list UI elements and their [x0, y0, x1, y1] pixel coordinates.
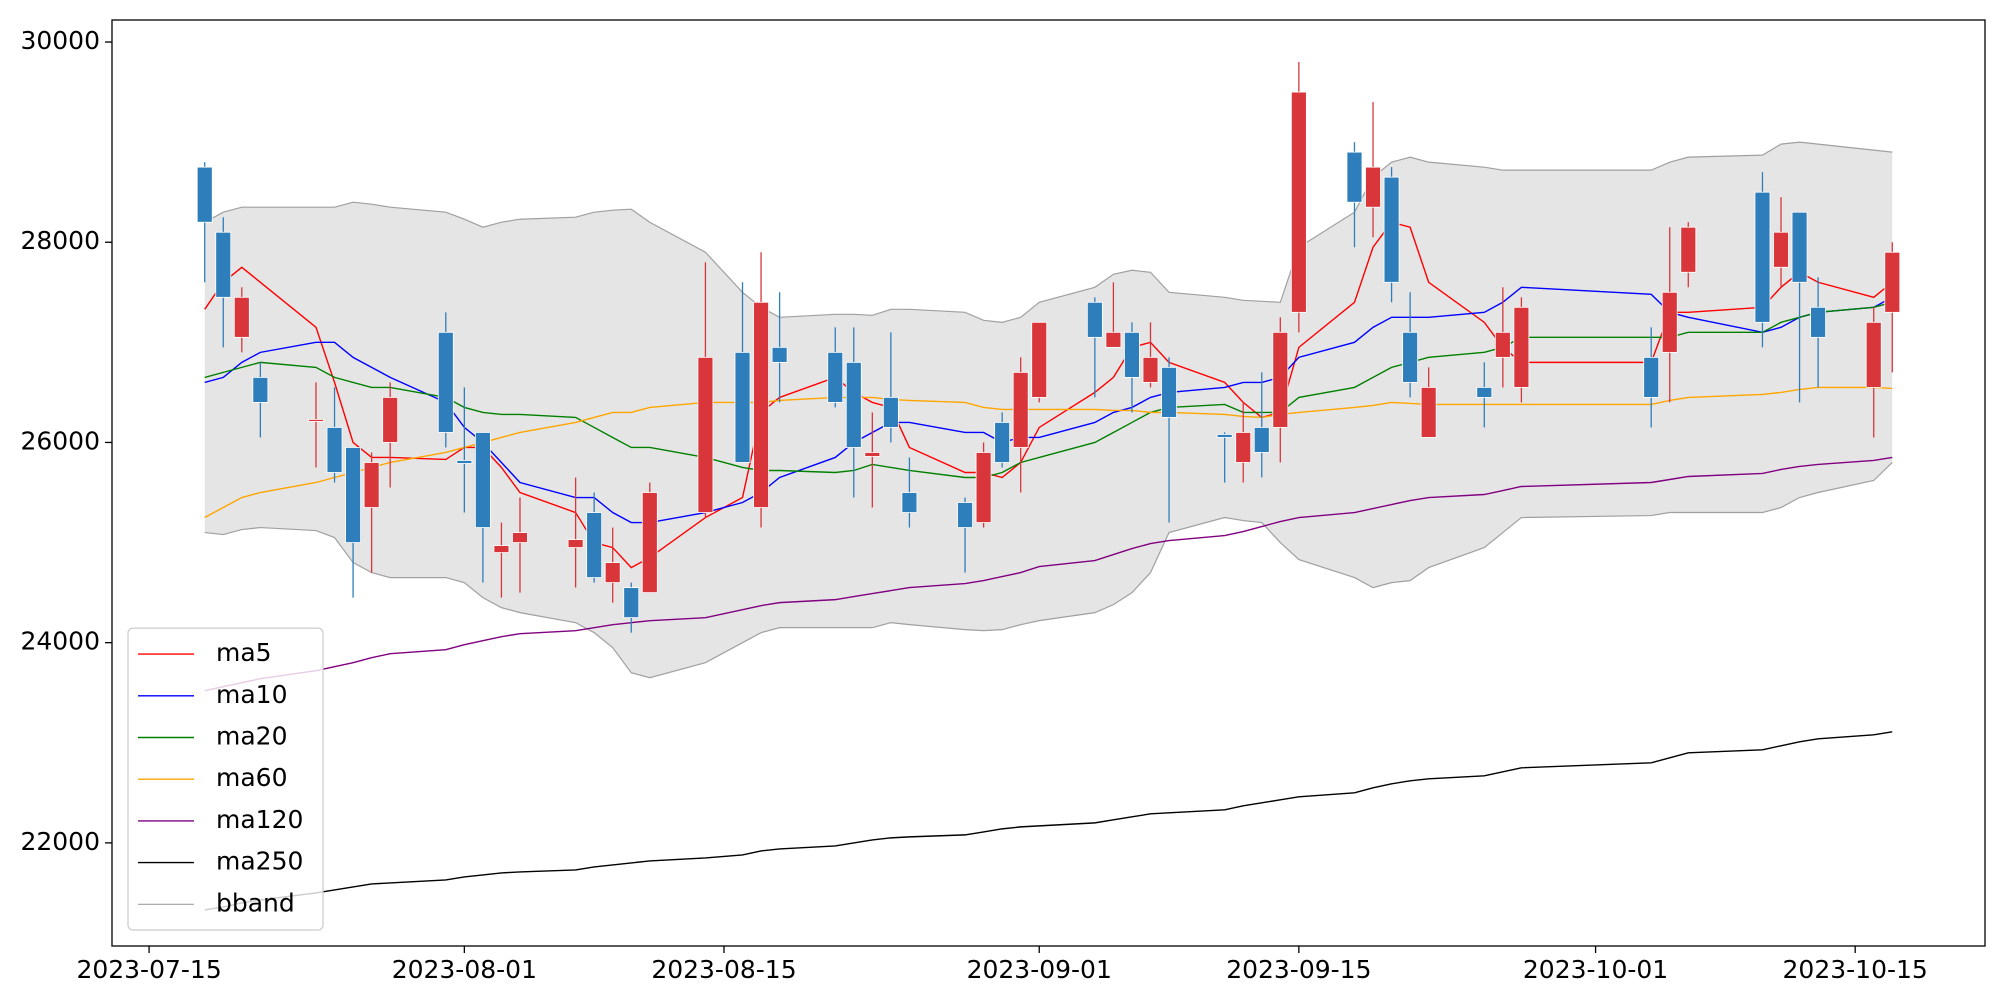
legend-label: ma10: [216, 680, 287, 709]
candle-body: [252, 376, 269, 403]
candle-body: [326, 427, 343, 473]
legend-label: ma5: [216, 638, 272, 667]
candle-body: [1086, 301, 1103, 338]
candle-body: [1680, 226, 1697, 273]
candle-body: [734, 351, 751, 463]
candle-body: [882, 397, 899, 428]
candle-body: [641, 492, 658, 594]
candle-body: [1513, 306, 1530, 388]
y-tick-label: 24000: [20, 627, 100, 656]
candle-body: [1365, 166, 1381, 208]
candle-body: [1402, 331, 1419, 383]
candle-body: [493, 545, 510, 553]
candle-body: [1643, 356, 1660, 398]
candle-body: [771, 346, 788, 363]
candle-body: [864, 452, 881, 457]
legend-label: ma20: [216, 722, 287, 751]
candle-body: [1476, 386, 1493, 398]
candle-body: [233, 296, 250, 338]
candle-body: [345, 447, 361, 543]
candle-body: [1494, 331, 1511, 358]
legend: ma5 ma10 ma20 ma60 ma120 ma250 bband: [127, 627, 324, 931]
plot-frame: [111, 19, 1986, 947]
candle-body: [623, 587, 640, 619]
candle-body: [1124, 331, 1140, 378]
candle-body: [586, 512, 603, 579]
legend-box: [127, 627, 324, 931]
legend-label: ma120: [216, 805, 303, 834]
x-tick-label: 2023-10-15: [1783, 955, 1928, 984]
candle-body: [196, 166, 213, 223]
candle-body: [1661, 291, 1678, 353]
candle-body: [753, 301, 769, 508]
x-tick-label: 2023-09-15: [1226, 955, 1371, 984]
ma-line: [204, 286, 1893, 524]
candle-body: [512, 532, 528, 543]
candle-body: [308, 419, 324, 422]
candle-body: [1810, 306, 1826, 338]
y-tick-label: 22000: [20, 827, 100, 856]
legend-label: ma250: [216, 847, 303, 876]
candle-body: [1884, 251, 1901, 313]
candle-body: [1012, 371, 1029, 448]
candle-body: [1865, 321, 1882, 388]
x-tick-label: 2023-09-01: [967, 955, 1112, 984]
candle-body: [1773, 231, 1789, 268]
x-tick-label: 2023-10-01: [1523, 955, 1668, 984]
candle-body: [1791, 211, 1808, 283]
y-tick-label: 30000: [20, 26, 100, 55]
candle-body: [975, 452, 992, 523]
axes: 22000 24000 26000 28000 30000 2023-07-15 2023-…: [20, 26, 1927, 984]
candle-body: [1420, 386, 1437, 438]
candle-body: [901, 492, 918, 513]
candle-body: [994, 422, 1011, 463]
candle-body: [1272, 331, 1289, 428]
candle-body: [1253, 427, 1270, 453]
candle-body: [1031, 321, 1048, 398]
candle-body: [1346, 151, 1363, 203]
x-tick-label: 2023-08-01: [392, 955, 537, 984]
candle-body: [215, 231, 232, 298]
candle-body: [957, 502, 973, 528]
legend-label: bband: [216, 888, 295, 917]
ma-line: [204, 386, 1893, 519]
candle-body: [827, 351, 844, 403]
y-tick-label: 26000: [20, 426, 100, 455]
y-tick-label: 28000: [20, 226, 100, 255]
x-tick-label: 2023-08-15: [651, 955, 796, 984]
plot-area: [196, 62, 1901, 911]
candle-body: [1161, 366, 1177, 418]
candle-body: [567, 539, 584, 548]
candle-body: [1216, 434, 1233, 438]
candle-body: [1754, 191, 1771, 323]
bband-upper: [204, 141, 1893, 323]
candle-body: [1105, 331, 1122, 348]
candle-body: [363, 462, 380, 508]
candle-body: [845, 361, 862, 448]
candle-body: [697, 356, 714, 513]
candle-body: [437, 331, 454, 433]
ma-line: [204, 456, 1893, 692]
candle-body: [1235, 432, 1252, 463]
candle-body: [474, 432, 491, 528]
candle-body: [456, 460, 473, 464]
legend-label: ma60: [216, 763, 287, 792]
x-tick-label: 2023-07-15: [76, 955, 221, 984]
candle-body: [1383, 176, 1400, 283]
bband-lower: [204, 462, 1893, 679]
candle-body: [604, 562, 621, 584]
candle-body: [382, 397, 399, 443]
ma-line: [204, 731, 1893, 911]
candle-body: [1142, 356, 1159, 383]
candle-body: [1290, 91, 1307, 313]
